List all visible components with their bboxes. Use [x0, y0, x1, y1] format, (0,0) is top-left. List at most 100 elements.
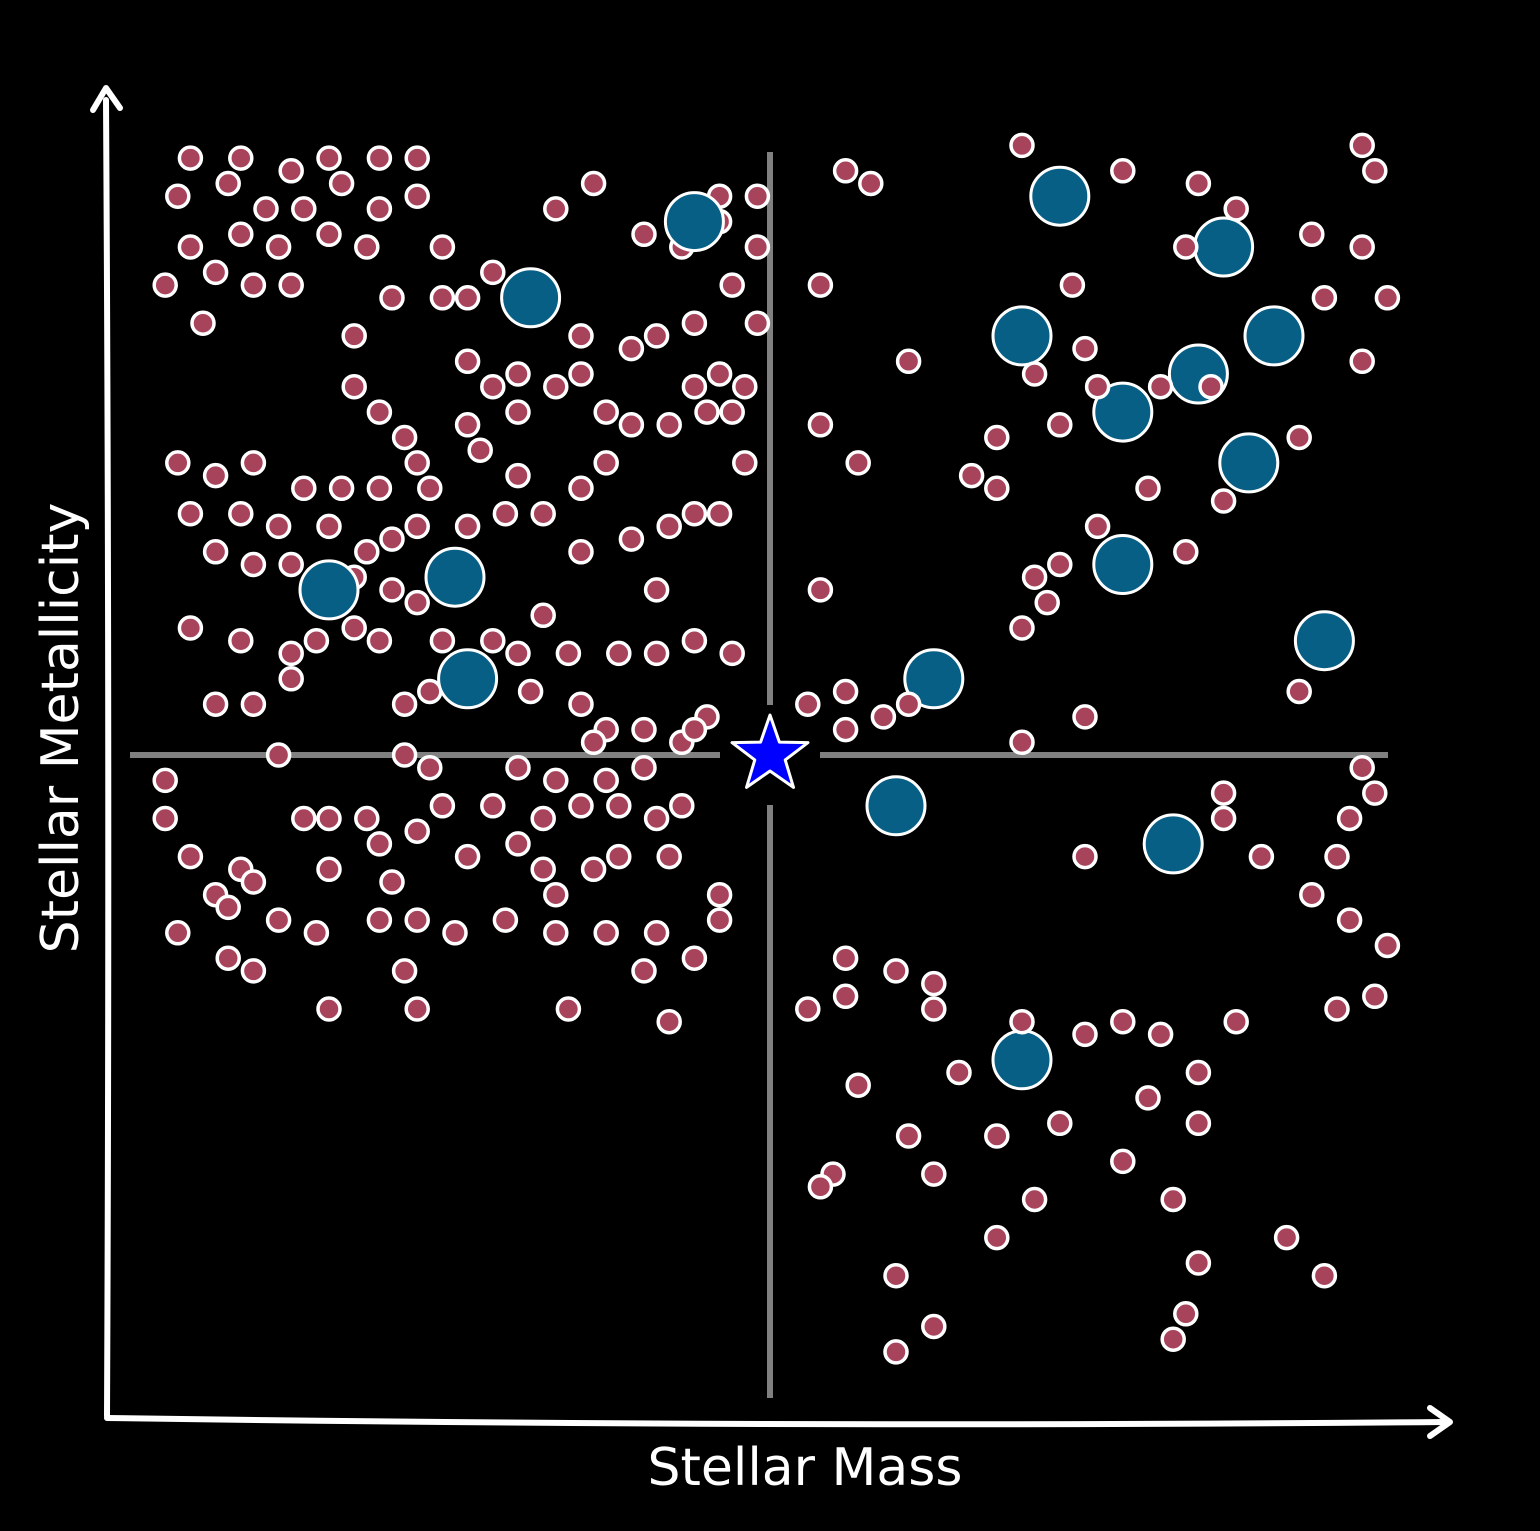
small-point [291, 475, 317, 502]
small-point [719, 399, 745, 425]
small-point [1084, 373, 1111, 400]
small-point [291, 196, 317, 222]
small-point [1362, 983, 1388, 1010]
large-point [424, 546, 486, 608]
small-point [1009, 1008, 1035, 1035]
small-point [404, 450, 430, 476]
small-point [480, 259, 506, 286]
y-axis-line [103, 97, 112, 1419]
small-point [807, 577, 834, 603]
small-point [832, 716, 859, 743]
small-point [1362, 780, 1388, 806]
small-point [1047, 1110, 1073, 1137]
small-point [530, 856, 556, 883]
small-point [240, 450, 267, 476]
small-point [366, 399, 393, 425]
small-point [1110, 1008, 1136, 1035]
small-point [568, 793, 594, 819]
small-point [1135, 1085, 1161, 1111]
small-point [858, 170, 884, 197]
small-point [165, 450, 191, 476]
small-point [228, 145, 254, 171]
small-point [492, 500, 519, 527]
small-point [454, 285, 481, 311]
small-point [417, 754, 443, 781]
small-point [177, 234, 204, 260]
small-point [984, 424, 1010, 451]
small-point [291, 805, 317, 832]
large-point [1293, 610, 1355, 672]
small-point [366, 196, 393, 222]
small-point [505, 754, 531, 781]
y-axis-arrowhead [90, 85, 123, 113]
small-point [1009, 132, 1035, 159]
large-point [1193, 216, 1255, 278]
small-point [265, 907, 292, 933]
small-point [795, 691, 821, 717]
small-point [1047, 551, 1073, 578]
small-point [1072, 704, 1098, 730]
small-point [404, 183, 430, 209]
small-point [354, 539, 380, 565]
small-point [202, 259, 229, 286]
small-point [631, 221, 657, 248]
small-point [379, 869, 405, 895]
small-point [442, 920, 468, 946]
small-point [681, 310, 708, 336]
small-point [366, 145, 393, 171]
small-point [1173, 539, 1199, 565]
small-point [984, 1123, 1010, 1149]
small-point [202, 462, 229, 489]
small-point [706, 907, 733, 933]
small-point [1110, 158, 1136, 184]
small-point [543, 920, 569, 946]
large-point [1142, 813, 1204, 875]
small-point [215, 945, 241, 971]
small-point [202, 691, 229, 717]
small-point [1273, 1224, 1300, 1251]
small-point [681, 373, 708, 400]
small-point [391, 424, 418, 451]
small-point [404, 589, 430, 616]
small-point [795, 996, 821, 1022]
small-point [568, 323, 594, 349]
small-point [417, 678, 443, 705]
small-point [568, 691, 594, 717]
quadrant-dividers [130, 152, 1388, 1398]
small-point [984, 1224, 1010, 1251]
small-point [1336, 805, 1363, 832]
small-point [278, 640, 304, 667]
small-point [316, 856, 342, 883]
small-point [1185, 1059, 1212, 1086]
small-point [278, 158, 304, 184]
small-point [240, 551, 267, 578]
small-point [883, 958, 909, 984]
small-point [1147, 1021, 1174, 1048]
small-point [1009, 729, 1035, 756]
small-point [240, 869, 267, 895]
small-point [505, 399, 531, 425]
small-point [341, 615, 367, 641]
small-point [1286, 424, 1312, 451]
small-point [832, 678, 859, 705]
small-point [429, 627, 456, 654]
small-point [341, 323, 367, 349]
small-point [1349, 754, 1375, 781]
small-point [832, 158, 859, 184]
small-point [694, 399, 720, 425]
small-point [391, 958, 418, 984]
data-markers [152, 132, 1401, 1365]
large-point [1029, 165, 1091, 227]
small-point [1210, 805, 1237, 832]
small-point [618, 412, 645, 438]
small-point [543, 196, 569, 222]
small-point [1047, 412, 1073, 438]
small-point [1135, 475, 1161, 502]
small-point [253, 196, 279, 222]
large-point [1092, 534, 1154, 595]
axes [90, 85, 1453, 1439]
large-point [991, 1029, 1053, 1091]
small-point [744, 183, 771, 209]
small-point [643, 323, 670, 349]
